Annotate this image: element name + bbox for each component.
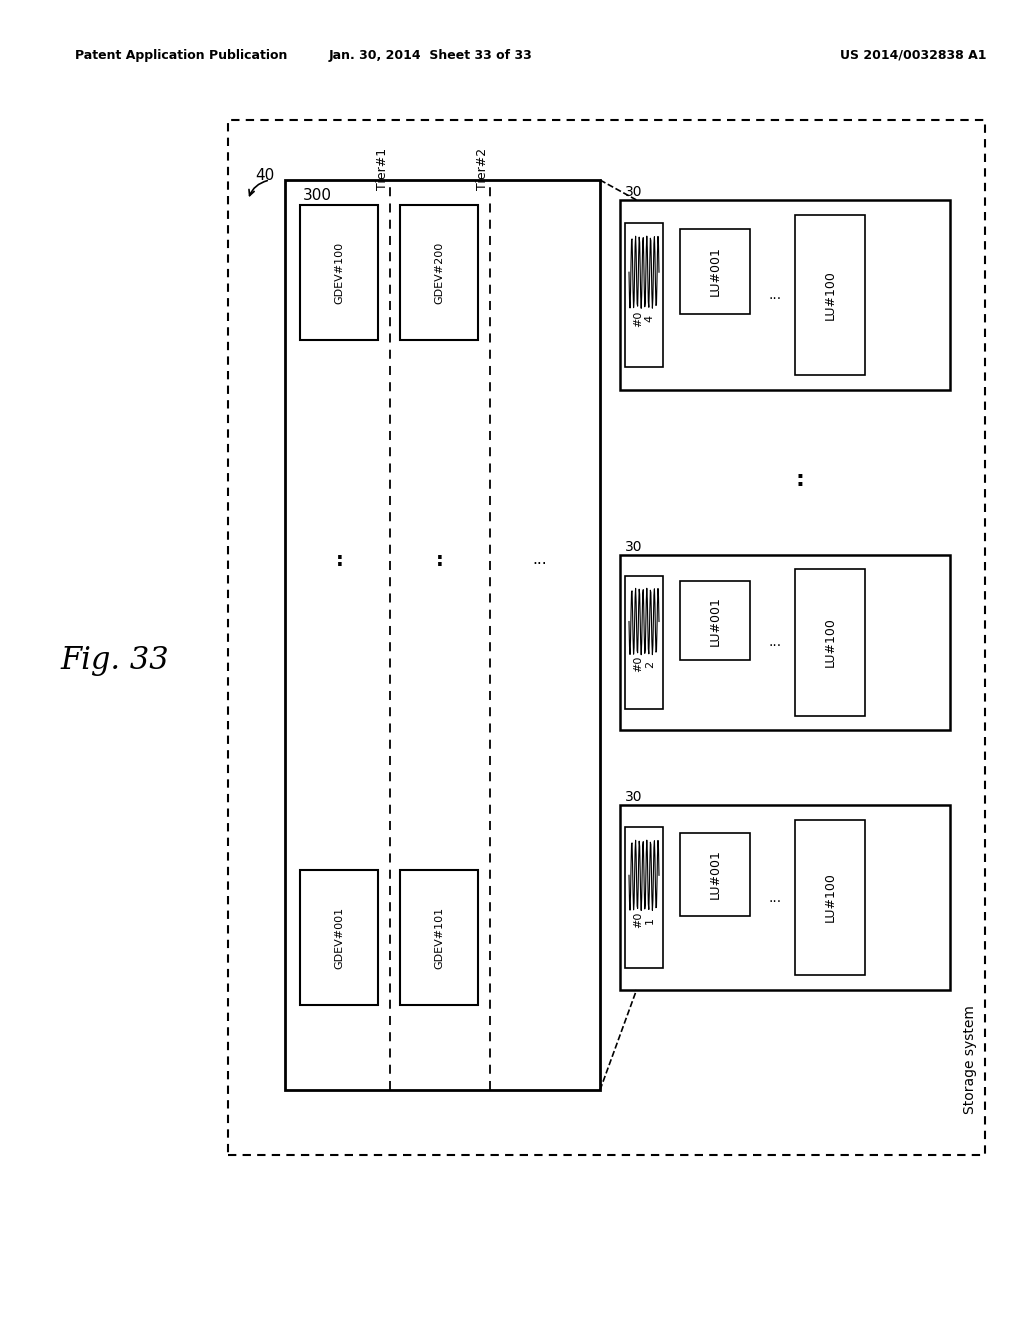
Text: #0
2: #0 2 — [633, 656, 654, 672]
Text: Tier#1: Tier#1 — [376, 148, 388, 190]
Text: 30: 30 — [625, 540, 642, 554]
Text: ...: ... — [768, 891, 781, 904]
Bar — [300, 870, 378, 1005]
Text: GDEV#101: GDEV#101 — [434, 907, 444, 969]
Text: LU#100: LU#100 — [823, 618, 837, 668]
Text: Storage system: Storage system — [963, 1006, 977, 1114]
Bar — [285, 180, 600, 1090]
Bar — [400, 870, 478, 1005]
Bar — [228, 120, 985, 1155]
Text: LU#001: LU#001 — [709, 850, 722, 899]
Text: ...: ... — [768, 635, 781, 649]
Text: GDEV#200: GDEV#200 — [434, 242, 444, 304]
Text: 30: 30 — [625, 789, 642, 804]
Bar — [625, 828, 663, 968]
Bar — [680, 833, 750, 916]
Text: 30: 30 — [625, 185, 642, 199]
Bar — [620, 805, 950, 990]
Bar — [620, 201, 950, 389]
Bar — [795, 215, 865, 375]
Text: GDEV#100: GDEV#100 — [334, 242, 344, 304]
Text: GDEV#001: GDEV#001 — [334, 907, 344, 969]
Bar — [680, 228, 750, 314]
Bar — [625, 223, 663, 367]
Text: Jan. 30, 2014  Sheet 33 of 33: Jan. 30, 2014 Sheet 33 of 33 — [328, 49, 531, 62]
Text: US 2014/0032838 A1: US 2014/0032838 A1 — [840, 49, 986, 62]
Bar — [300, 205, 378, 341]
Text: :: : — [336, 550, 344, 569]
Text: #0
4: #0 4 — [633, 310, 654, 326]
Text: LU#001: LU#001 — [709, 247, 722, 296]
Text: :: : — [436, 550, 443, 569]
Text: #0
1: #0 1 — [633, 912, 654, 928]
Bar — [625, 576, 663, 709]
Text: Fig. 33: Fig. 33 — [60, 644, 169, 676]
Bar — [620, 554, 950, 730]
Bar — [795, 569, 865, 715]
Text: LU#001: LU#001 — [709, 595, 722, 645]
Text: LU#100: LU#100 — [823, 873, 837, 923]
Bar — [680, 581, 750, 660]
Text: Tier#2: Tier#2 — [475, 148, 488, 190]
Text: 40: 40 — [255, 168, 274, 182]
Text: 300: 300 — [303, 187, 332, 202]
Bar — [400, 205, 478, 341]
Text: LU#100: LU#100 — [823, 271, 837, 319]
Text: Patent Application Publication: Patent Application Publication — [75, 49, 288, 62]
Text: ...: ... — [532, 553, 547, 568]
Text: :: : — [796, 470, 805, 490]
Bar — [795, 820, 865, 975]
Text: ...: ... — [768, 288, 781, 302]
